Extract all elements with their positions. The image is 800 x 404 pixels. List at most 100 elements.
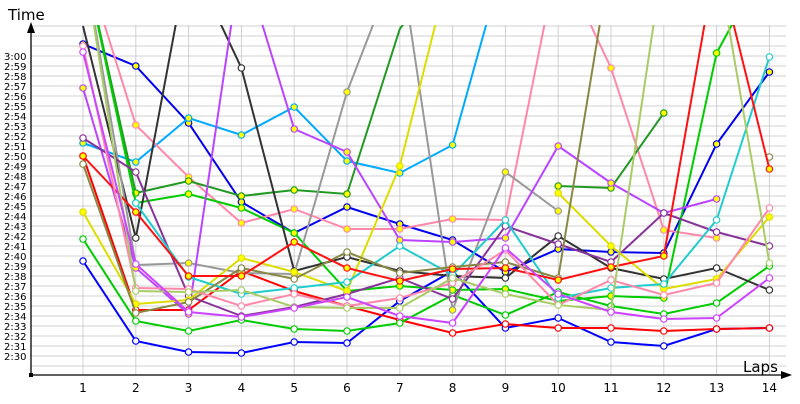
y-tick-label: 2:36: [4, 292, 26, 303]
data-point: [237, 313, 246, 321]
data-point: [554, 207, 563, 215]
data-point: [237, 131, 246, 139]
data-point: [237, 192, 246, 200]
data-point: [607, 179, 615, 187]
y-tick-label: 2:34: [4, 312, 26, 323]
data-point: [79, 235, 87, 243]
data-point: [132, 168, 140, 176]
data-point: [343, 148, 351, 156]
data-point: [343, 339, 351, 347]
data-point: [765, 53, 774, 61]
x-tick-label: 7: [396, 381, 404, 395]
series-group: [79, 25, 774, 357]
data-point: [184, 288, 193, 296]
data-point: [659, 315, 668, 323]
y-tick-label: 2:53: [4, 122, 26, 133]
x-tick-label: 1: [79, 381, 87, 395]
data-point: [554, 324, 563, 332]
data-point: [343, 304, 351, 312]
data-point: [712, 264, 721, 272]
tick-labels: 1 2 3 4 5 6 7 8 9 10 11 12 13 142:302:312:322:332:342…: [4, 52, 777, 395]
data-point: [554, 290, 563, 298]
data-point: [765, 259, 774, 267]
data-point: [659, 226, 668, 234]
x-tick-label: 3: [185, 381, 193, 395]
data-point: [659, 109, 668, 117]
x-tick-label: 8: [449, 381, 457, 395]
data-point: [448, 215, 457, 223]
data-point: [501, 290, 510, 298]
origin-marker: [29, 373, 33, 377]
data-point: [184, 190, 193, 198]
y-tick-label: 2:31: [4, 342, 26, 353]
data-point: [501, 320, 510, 328]
x-tick-label: 14: [762, 381, 777, 395]
x-tick-label: 6: [343, 381, 351, 395]
data-point: [343, 327, 351, 335]
data-point: [79, 134, 87, 142]
x-tick-label: 13: [709, 381, 724, 395]
x-tick-label: 2: [132, 381, 140, 395]
data-point: [184, 308, 193, 316]
y-tick-label: 2:46: [4, 192, 26, 203]
y-tick-label: 2:35: [4, 302, 26, 313]
data-point: [79, 257, 87, 265]
data-point: [132, 62, 140, 70]
data-point: [395, 162, 404, 170]
data-point: [395, 312, 404, 320]
data-point: [607, 263, 615, 271]
y-tick-label: 2:48: [4, 172, 26, 183]
data-point: [237, 264, 246, 272]
data-point: [607, 242, 615, 250]
data-point: [712, 49, 721, 57]
y-tick-label: 2:44: [4, 212, 26, 223]
data-point: [132, 260, 140, 268]
x-axis-arrow-icon: [781, 371, 792, 379]
y-tick-label: 2:42: [4, 232, 26, 243]
data-point: [659, 252, 668, 260]
data-point: [554, 240, 563, 248]
y-tick-label: 2:30: [4, 352, 26, 363]
data-point: [554, 314, 563, 322]
data-point: [237, 302, 246, 310]
x-tick-label: 11: [603, 381, 618, 395]
data-point: [290, 338, 299, 346]
data-point: [132, 317, 140, 325]
data-point: [343, 203, 351, 211]
y-tick-label: 2:38: [4, 272, 26, 283]
data-point: [712, 195, 721, 203]
data-point: [237, 219, 246, 227]
data-point: [237, 254, 246, 262]
data-point: [554, 301, 563, 309]
data-point: [765, 274, 774, 282]
y-tick-label: 2:45: [4, 202, 26, 213]
series-line: [82, 25, 771, 283]
data-point: [554, 142, 563, 150]
data-point: [132, 287, 140, 295]
y-tick-label: 2:40: [4, 252, 26, 263]
x-tick-label: 12: [656, 381, 671, 395]
data-point: [501, 168, 510, 176]
data-point: [712, 325, 721, 333]
data-point: [290, 205, 299, 213]
data-point: [343, 264, 351, 272]
data-point: [343, 248, 351, 256]
data-point: [554, 276, 563, 284]
y-tick-label: 2:33: [4, 322, 26, 333]
series-16: [79, 25, 774, 285]
data-point: [765, 165, 774, 173]
data-point: [237, 64, 246, 72]
data-point: [712, 228, 721, 236]
data-point: [554, 189, 563, 197]
data-point: [607, 324, 615, 332]
y-tick-label: 2:56: [4, 92, 26, 103]
data-point: [132, 158, 140, 166]
data-point: [343, 157, 351, 165]
x-tick-label: 4: [238, 381, 246, 395]
series-line: [82, 25, 770, 291]
data-point: [184, 114, 193, 122]
series-line: [92, 25, 771, 312]
data-point: [132, 234, 140, 242]
data-point: [659, 280, 668, 288]
